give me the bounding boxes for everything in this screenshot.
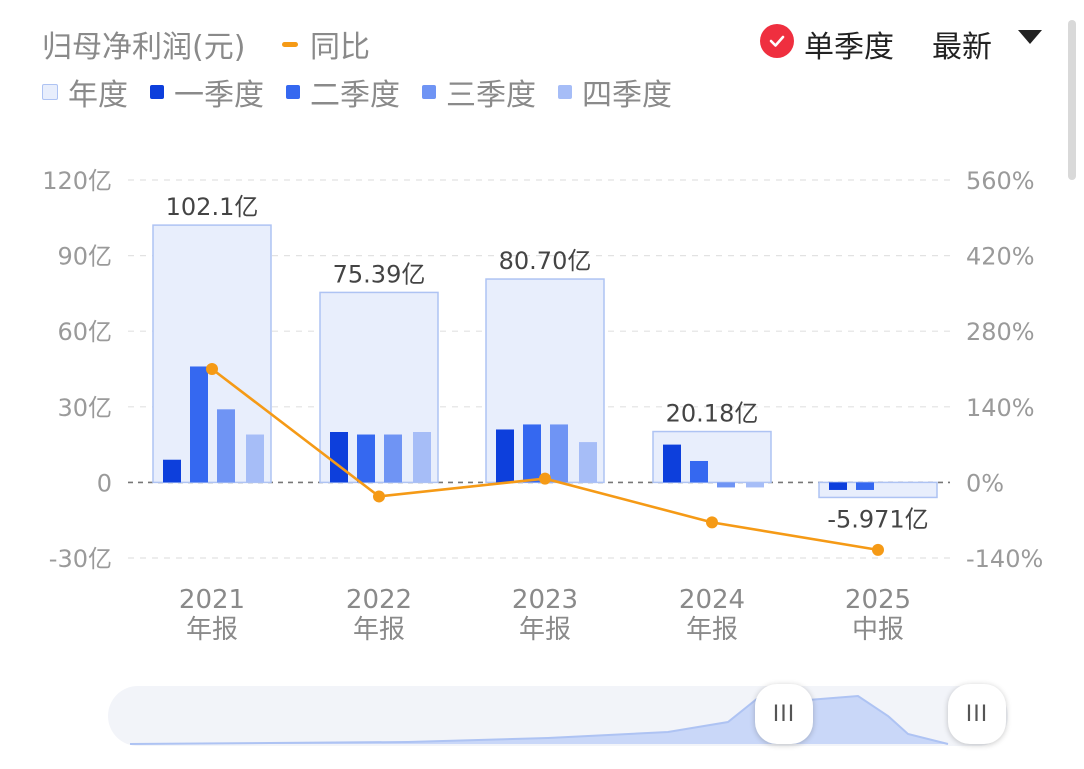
legend-item-label: 二季度	[310, 78, 400, 113]
yoy-point	[539, 472, 551, 485]
x-axis-tick-period: 中报	[852, 615, 904, 645]
range-navigator[interactable]	[108, 686, 1008, 746]
navigator-area-preview	[129, 694, 949, 745]
legend-item-q1[interactable]: 一季度	[150, 70, 264, 114]
annual-data-label: 102.1亿	[166, 193, 259, 221]
quarter-bar	[357, 434, 375, 483]
quarter-bar	[746, 482, 764, 488]
y-axis-right-tick: 0%	[966, 469, 1004, 497]
quarter-bar	[330, 432, 348, 483]
navigator-left-handle[interactable]: III	[755, 684, 813, 744]
profit-chart: 120亿 90亿 60亿 30亿 0 -30亿 560% 420% 280% 140% 0% -140…	[42, 167, 1043, 645]
annual-data-label: -5.971亿	[827, 505, 928, 533]
quarter-bar	[384, 434, 402, 483]
annual-swatch-icon	[42, 84, 58, 100]
sort-select[interactable]: 最新	[932, 30, 992, 65]
quarter-bar	[663, 444, 681, 483]
line-dash-icon	[282, 41, 298, 47]
quarter-bar	[190, 366, 208, 483]
yoy-point	[373, 490, 385, 503]
y-axis-left-tick: 0	[97, 469, 112, 497]
legend-item-annual[interactable]: 年度	[42, 70, 128, 114]
q4-swatch-icon	[558, 85, 572, 99]
y-axis-left-tick: -30亿	[49, 545, 112, 573]
quarter-bar	[496, 429, 514, 483]
quarter-bar	[717, 482, 735, 488]
single-quarter-toggle-label[interactable]: 单季度	[804, 30, 894, 65]
q2-swatch-icon	[286, 85, 300, 99]
legend-item-label: 一季度	[174, 78, 264, 113]
quarter-bar	[579, 442, 597, 483]
quarter-bar	[217, 409, 235, 483]
legend-title: 归母净利润(元)	[42, 30, 246, 65]
navigator-right-handle[interactable]: III	[948, 684, 1006, 744]
x-axis-tick-year: 2024	[679, 585, 745, 615]
legend-item-q2[interactable]: 二季度	[286, 70, 400, 114]
legend-item-q4[interactable]: 四季度	[558, 70, 672, 114]
y-axis-right-tick: -140%	[966, 545, 1043, 573]
quarter-bar	[523, 424, 541, 483]
x-axis-tick-period: 年报	[686, 615, 738, 645]
x-axis-tick-period: 年报	[353, 615, 405, 645]
quarter-bar	[413, 432, 431, 483]
x-axis-tick-year: 2021	[179, 585, 245, 615]
quarter-bar	[829, 482, 847, 490]
yoy-point	[706, 516, 718, 529]
y-axis-right-tick: 280%	[966, 318, 1035, 346]
x-axis-tick-year: 2025	[845, 585, 911, 615]
x-axis-tick-period: 年报	[186, 615, 238, 645]
q1-swatch-icon	[150, 85, 164, 99]
quarter-bar	[163, 459, 181, 483]
x-axis-tick-period: 年报	[519, 615, 571, 645]
quarter-bar	[690, 460, 708, 483]
quarter-bar	[246, 434, 264, 483]
yoy-point	[872, 543, 884, 556]
y-axis-right-tick: 140%	[966, 394, 1035, 422]
legend-item-label: 三季度	[446, 78, 536, 113]
annual-data-label: 80.70亿	[499, 247, 592, 275]
y-axis-right-tick: 420%	[966, 243, 1035, 271]
legend-item-q3[interactable]: 三季度	[422, 70, 536, 114]
annual-data-label: 75.39亿	[333, 260, 426, 288]
y-axis-left-tick: 90亿	[57, 243, 112, 271]
legend-item-yoy[interactable]: 同比	[282, 22, 370, 66]
yoy-point	[206, 363, 218, 375]
y-axis-left-tick: 30亿	[57, 394, 112, 422]
y-axis-right-tick: 560%	[966, 167, 1035, 195]
dropdown-triangle-icon[interactable]	[1018, 30, 1042, 44]
legend-item-label: 四季度	[582, 78, 672, 113]
page-scrollbar[interactable]	[1068, 20, 1076, 180]
annual-data-label: 20.18亿	[666, 400, 759, 428]
legend-item-yoy-label: 同比	[310, 30, 370, 65]
single-quarter-check-icon[interactable]	[760, 24, 794, 58]
annual-bar	[818, 481, 938, 499]
x-axis-tick-year: 2022	[346, 585, 412, 615]
legend-item-label: 年度	[68, 78, 128, 113]
x-axis-tick-year: 2023	[512, 585, 578, 615]
quarter-bar	[856, 482, 874, 490]
quarter-bar	[550, 424, 568, 483]
q3-swatch-icon	[422, 85, 436, 99]
series-legend: 年度 一季度 二季度 三季度 四季度	[42, 70, 694, 114]
y-axis-left-tick: 60亿	[57, 318, 112, 346]
y-axis-left-tick: 120亿	[42, 167, 112, 195]
